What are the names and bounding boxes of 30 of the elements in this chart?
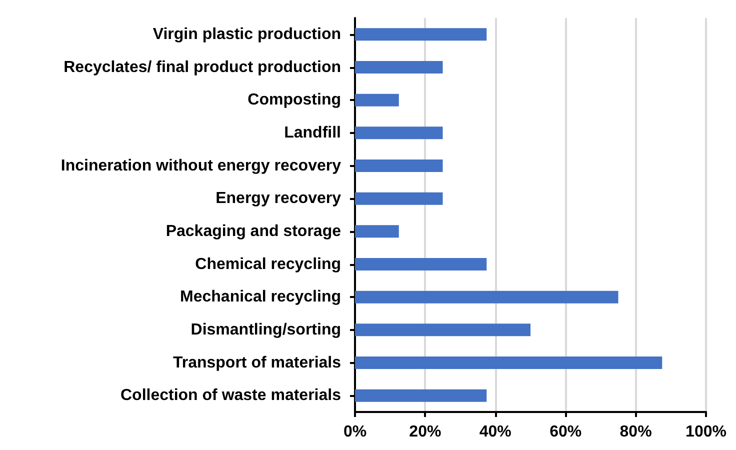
x-tick-label: 80% xyxy=(620,424,652,440)
bar xyxy=(355,28,487,41)
bar xyxy=(355,192,443,205)
y-tick-label: Incineration without energy recovery xyxy=(60,157,342,174)
y-tick-label: Dismantling/sorting xyxy=(190,321,341,338)
bar xyxy=(355,160,443,172)
y-tick-label: Recyclates/ final product production xyxy=(64,58,341,76)
bar xyxy=(355,94,399,106)
bar xyxy=(355,324,530,336)
bar xyxy=(355,225,399,238)
y-tick-label: Packaging and storage xyxy=(166,222,342,240)
bar xyxy=(355,61,443,74)
x-tick-label: 40% xyxy=(479,424,512,440)
y-tick-label: Collection of waste materials xyxy=(120,387,342,404)
bar xyxy=(355,258,487,270)
y-tick-label: Transport of materials xyxy=(172,354,342,372)
x-tick-label: 100% xyxy=(686,424,726,440)
bar xyxy=(355,389,487,402)
y-tick-label: Virgin plastic production xyxy=(152,26,341,43)
x-tick-label: 20% xyxy=(409,424,442,440)
bar xyxy=(355,290,618,304)
bar xyxy=(355,126,443,140)
x-tick-label: 0% xyxy=(343,424,367,440)
x-tick-label: 60% xyxy=(550,424,582,440)
y-tick-label: Mechanical recycling xyxy=(180,288,341,306)
y-tick-label: Energy recovery xyxy=(216,190,342,208)
y-tick-label: Composting xyxy=(248,92,341,109)
y-tick-label: Landfill xyxy=(284,124,341,142)
bar xyxy=(355,356,662,369)
y-tick-label: Chemical recycling xyxy=(195,256,341,273)
